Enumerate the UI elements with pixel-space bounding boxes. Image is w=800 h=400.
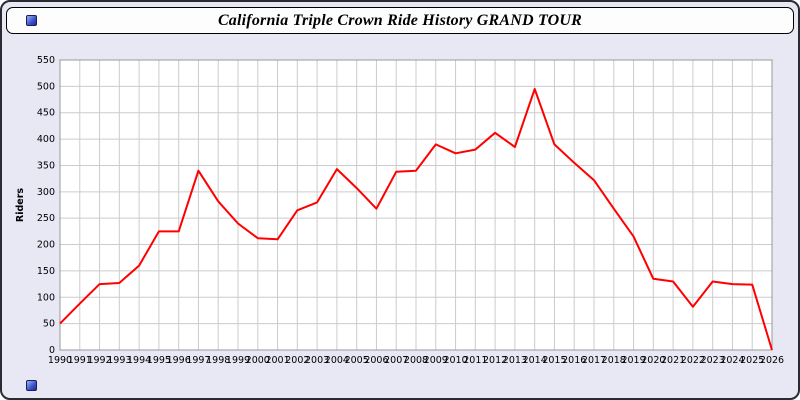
svg-text:2020: 2020 <box>641 355 665 366</box>
svg-text:1998: 1998 <box>206 355 230 366</box>
svg-text:1992: 1992 <box>87 355 111 366</box>
svg-text:1995: 1995 <box>147 355 171 366</box>
svg-text:1996: 1996 <box>167 355 191 366</box>
svg-text:2004: 2004 <box>325 355 349 366</box>
svg-text:2021: 2021 <box>661 355 685 366</box>
svg-text:200: 200 <box>37 240 55 251</box>
svg-text:2012: 2012 <box>483 355 507 366</box>
blue-square-icon-top <box>26 15 37 26</box>
svg-text:2001: 2001 <box>265 355 289 366</box>
svg-text:1999: 1999 <box>226 355 250 366</box>
svg-text:2011: 2011 <box>463 355 487 366</box>
svg-text:2008: 2008 <box>404 355 428 366</box>
svg-text:1991: 1991 <box>68 355 92 366</box>
svg-text:2025: 2025 <box>740 355 764 366</box>
svg-text:350: 350 <box>37 160 55 171</box>
svg-text:500: 500 <box>37 81 55 92</box>
svg-text:2003: 2003 <box>305 355 329 366</box>
svg-text:2000: 2000 <box>246 355 270 366</box>
svg-text:1997: 1997 <box>186 355 210 366</box>
svg-text:250: 250 <box>37 213 55 224</box>
svg-text:400: 400 <box>37 134 55 145</box>
svg-text:2023: 2023 <box>701 355 725 366</box>
svg-text:2015: 2015 <box>542 355 566 366</box>
svg-text:2026: 2026 <box>760 355 784 366</box>
blue-square-icon-bottom <box>26 380 37 391</box>
svg-text:550: 550 <box>37 55 55 66</box>
svg-text:450: 450 <box>37 108 55 119</box>
svg-text:Riders: Riders <box>15 188 26 223</box>
svg-text:2010: 2010 <box>443 355 467 366</box>
svg-text:2009: 2009 <box>424 355 448 366</box>
svg-text:1993: 1993 <box>107 355 131 366</box>
svg-text:50: 50 <box>43 319 55 330</box>
svg-text:150: 150 <box>37 266 55 277</box>
svg-text:2002: 2002 <box>285 355 309 366</box>
chart-container: 0 50 100 150 200 250 300 350 400 450 500 550 1990 199… <box>12 46 792 376</box>
svg-text:300: 300 <box>37 187 55 198</box>
svg-text:2019: 2019 <box>621 355 645 366</box>
svg-text:2024: 2024 <box>720 355 744 366</box>
svg-text:2018: 2018 <box>602 355 626 366</box>
svg-text:2017: 2017 <box>582 355 606 366</box>
page-title: California Triple Crown Ride History GRA… <box>217 11 583 29</box>
svg-text:1994: 1994 <box>127 355 151 366</box>
title-bar: California Triple Crown Ride History GRA… <box>6 7 794 34</box>
svg-text:2013: 2013 <box>503 355 527 366</box>
svg-text:2022: 2022 <box>681 355 705 366</box>
svg-text:0: 0 <box>49 345 55 356</box>
svg-text:2016: 2016 <box>562 355 586 366</box>
ride-history-chart: 0501001502002503003504004505005501990199… <box>15 55 784 366</box>
svg-text:2006: 2006 <box>364 355 388 366</box>
svg-text:100: 100 <box>37 292 55 303</box>
svg-text:2007: 2007 <box>384 355 408 366</box>
svg-text:1990: 1990 <box>48 355 72 366</box>
svg-text:2014: 2014 <box>523 355 547 366</box>
svg-text:2005: 2005 <box>345 355 369 366</box>
